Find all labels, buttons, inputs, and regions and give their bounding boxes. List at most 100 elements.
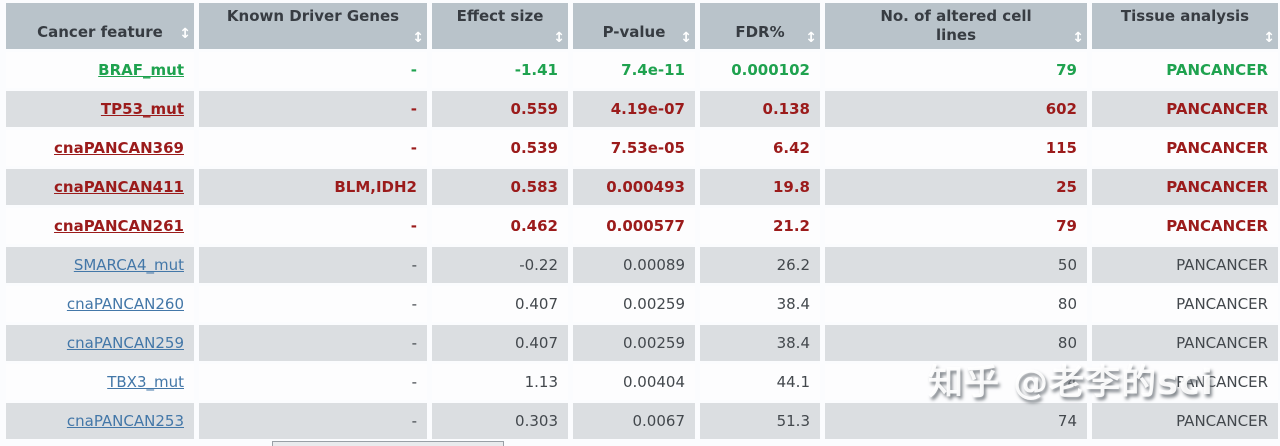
column-header-label: Effect size <box>456 7 544 25</box>
table-row: cnaPANCAN260 - 0.407 0.00259 38.4 80 PAN… <box>6 286 1278 322</box>
table-row: cnaPANCAN411 BLM,IDH2 0.583 0.000493 19.… <box>6 169 1278 205</box>
column-header-effect-size[interactable]: Effect size ↕ <box>432 3 568 49</box>
cell-cancer-feature: TP53_mut <box>6 91 194 127</box>
cell-p-value: 0.000493 <box>573 169 695 205</box>
cell-fdr-pct: 38.4 <box>700 286 820 322</box>
cell-tissue-analysis: PANCANCER <box>1092 364 1278 400</box>
feature-link[interactable]: cnaPANCAN260 <box>66 295 184 313</box>
cell-known-driver-genes: - <box>199 364 427 400</box>
cell-altered-cell-lines: 602 <box>825 91 1087 127</box>
cell-cancer-feature: TBX3_mut <box>6 364 194 400</box>
table-row: cnaPANCAN259 - 0.407 0.00259 38.4 80 PAN… <box>6 325 1278 361</box>
cell-p-value: 7.53e-05 <box>573 130 695 166</box>
cell-fdr-pct: 6.42 <box>700 130 820 166</box>
bottom-partial-control[interactable] <box>272 441 504 446</box>
feature-link[interactable]: cnaPANCAN261 <box>54 217 184 235</box>
table-row: cnaPANCAN369 - 0.539 7.53e-05 6.42 115 P… <box>6 130 1278 166</box>
cell-p-value: 0.00259 <box>573 286 695 322</box>
table-row: cnaPANCAN253 - 0.303 0.0067 51.3 74 PANC… <box>6 403 1278 439</box>
cell-fdr-pct: 51.3 <box>700 403 820 439</box>
cell-p-value: 7.4e-11 <box>573 52 695 88</box>
cell-altered-cell-lines: 79 <box>825 52 1087 88</box>
sort-icon[interactable]: ↕ <box>412 30 424 46</box>
table-row: BRAF_mut - -1.41 7.4e-11 0.000102 79 PAN… <box>6 52 1278 88</box>
table-row: TP53_mut - 0.559 4.19e-07 0.138 602 PANC… <box>6 91 1278 127</box>
cell-known-driver-genes: - <box>199 52 427 88</box>
cell-p-value: 4.19e-07 <box>573 91 695 127</box>
column-header-cancer-feature[interactable]: Cancer feature ↕ <box>6 3 194 49</box>
cell-known-driver-genes: - <box>199 91 427 127</box>
cell-cancer-feature: cnaPANCAN253 <box>6 403 194 439</box>
cell-cancer-feature: BRAF_mut <box>6 52 194 88</box>
column-header-label: FDR% <box>735 23 785 41</box>
column-header-fdr[interactable]: FDR% ↕ <box>700 3 820 49</box>
cell-altered-cell-lines: 80 <box>825 325 1087 361</box>
cell-effect-size: -1.41 <box>432 52 568 88</box>
cell-altered-cell-lines: 50 <box>825 247 1087 283</box>
cell-effect-size: -0.22 <box>432 247 568 283</box>
column-header-no-of-altered-cell-lines[interactable]: No. of altered cell lines ↕ <box>825 3 1087 49</box>
cell-tissue-analysis: PANCANCER <box>1092 325 1278 361</box>
column-header-label: Cancer feature <box>37 23 163 41</box>
cell-known-driver-genes: BLM,IDH2 <box>199 169 427 205</box>
feature-link[interactable]: cnaPANCAN259 <box>66 334 184 352</box>
table-body: BRAF_mut - -1.41 7.4e-11 0.000102 79 PAN… <box>6 52 1278 439</box>
sort-icon[interactable]: ↕ <box>805 30 817 46</box>
table-row: cnaPANCAN261 - 0.462 0.000577 21.2 79 PA… <box>6 208 1278 244</box>
cell-altered-cell-lines: 80 <box>825 286 1087 322</box>
cell-effect-size: 0.303 <box>432 403 568 439</box>
column-header-label: P-value <box>602 23 666 41</box>
cell-tissue-analysis: PANCANCER <box>1092 169 1278 205</box>
cell-effect-size: 0.407 <box>432 286 568 322</box>
cell-known-driver-genes: - <box>199 247 427 283</box>
sort-icon[interactable]: ↕ <box>1072 30 1084 46</box>
cell-p-value: 0.000577 <box>573 208 695 244</box>
cell-known-driver-genes: - <box>199 403 427 439</box>
cell-altered-cell-lines: 25 <box>825 169 1087 205</box>
feature-link[interactable]: cnaPANCAN369 <box>54 139 184 157</box>
column-header-tissue-analysis[interactable]: Tissue analysis ↕ <box>1092 3 1278 49</box>
cell-effect-size: 0.559 <box>432 91 568 127</box>
table-row: TBX3_mut - 1.13 0.00404 44.1 4 PANCANCER <box>6 364 1278 400</box>
feature-link[interactable]: SMARCA4_mut <box>73 256 184 274</box>
cell-fdr-pct: 44.1 <box>700 364 820 400</box>
cell-effect-size: 0.462 <box>432 208 568 244</box>
column-header-label: No. of altered cell lines <box>880 7 1032 44</box>
cell-tissue-analysis: PANCANCER <box>1092 286 1278 322</box>
cell-fdr-pct: 0.138 <box>700 91 820 127</box>
cell-known-driver-genes: - <box>199 286 427 322</box>
sort-icon[interactable]: ↕ <box>179 26 191 42</box>
cell-p-value: 0.00089 <box>573 247 695 283</box>
column-header-known-driver-genes[interactable]: Known Driver Genes ↕ <box>199 3 427 49</box>
cell-altered-cell-lines: 115 <box>825 130 1087 166</box>
cell-known-driver-genes: - <box>199 130 427 166</box>
column-header-label: Tissue analysis <box>1120 7 1250 25</box>
sort-icon[interactable]: ↕ <box>553 30 565 46</box>
cell-cancer-feature: SMARCA4_mut <box>6 247 194 283</box>
cell-effect-size: 0.539 <box>432 130 568 166</box>
column-header-label: Known Driver Genes <box>226 7 400 25</box>
column-header-p-value[interactable]: P-value ↕ <box>573 3 695 49</box>
sort-icon[interactable]: ↕ <box>1263 30 1275 46</box>
cell-altered-cell-lines: 4 <box>825 364 1087 400</box>
header-row: Cancer feature ↕ Known Driver Genes ↕ Ef… <box>6 3 1278 49</box>
cell-altered-cell-lines: 74 <box>825 403 1087 439</box>
cell-cancer-feature: cnaPANCAN260 <box>6 286 194 322</box>
feature-link[interactable]: TBX3_mut <box>107 373 184 391</box>
feature-link[interactable]: cnaPANCAN253 <box>66 412 184 430</box>
cell-p-value: 0.00404 <box>573 364 695 400</box>
cell-tissue-analysis: PANCANCER <box>1092 208 1278 244</box>
feature-link[interactable]: TP53_mut <box>100 100 184 118</box>
feature-link[interactable]: cnaPANCAN411 <box>54 178 184 196</box>
feature-link[interactable]: BRAF_mut <box>98 61 184 79</box>
cell-tissue-analysis: PANCANCER <box>1092 91 1278 127</box>
cell-altered-cell-lines: 79 <box>825 208 1087 244</box>
cell-cancer-feature: cnaPANCAN369 <box>6 130 194 166</box>
cell-tissue-analysis: PANCANCER <box>1092 130 1278 166</box>
table-row: SMARCA4_mut - -0.22 0.00089 26.2 50 PANC… <box>6 247 1278 283</box>
cell-fdr-pct: 26.2 <box>700 247 820 283</box>
cell-fdr-pct: 0.000102 <box>700 52 820 88</box>
cell-cancer-feature: cnaPANCAN259 <box>6 325 194 361</box>
sort-icon[interactable]: ↕ <box>680 30 692 46</box>
